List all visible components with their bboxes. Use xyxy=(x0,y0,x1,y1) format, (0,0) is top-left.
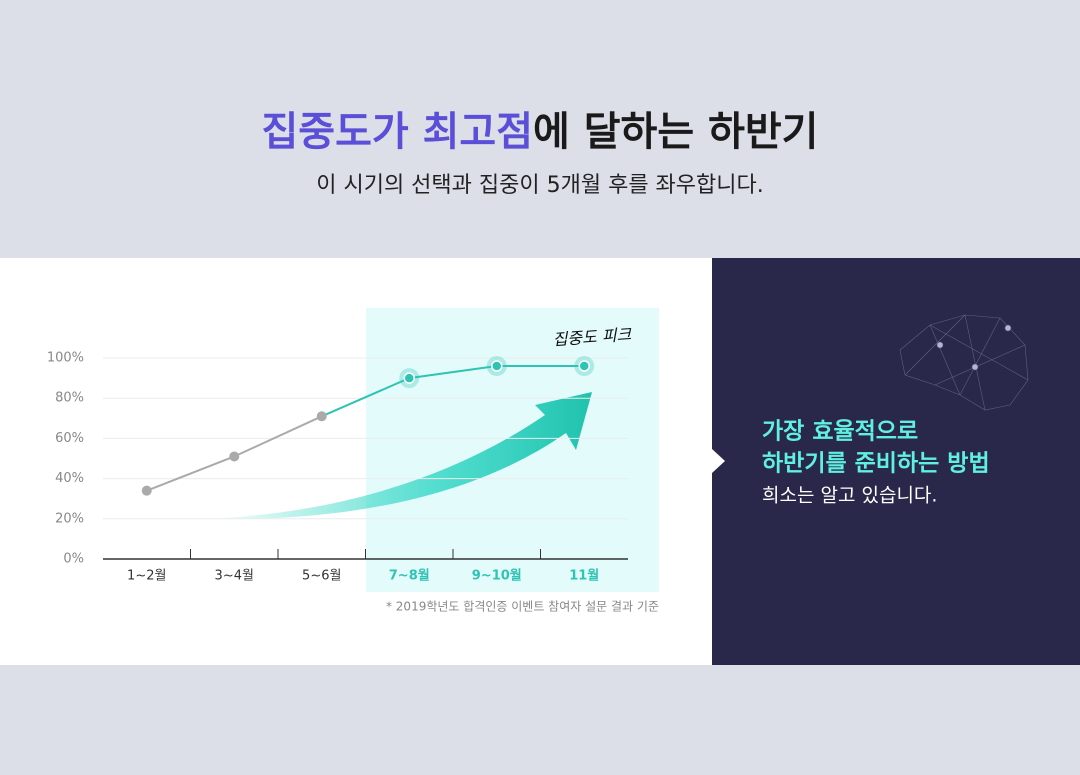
x-tick-label: 3~4월 xyxy=(215,569,254,584)
y-tick-label: 100% xyxy=(47,351,84,366)
y-tick-label: 0% xyxy=(63,552,84,567)
line-peak xyxy=(321,365,585,418)
x-tick-label: 9~10월 xyxy=(472,568,522,584)
point xyxy=(403,372,415,384)
panel-title: 가장 효율적으로 xyxy=(762,419,918,445)
x-tick-label: 5~6월 xyxy=(302,569,341,584)
notch xyxy=(712,449,725,473)
x-tick-label: 11월 xyxy=(569,568,599,584)
x-tick-label: 1~2월 xyxy=(127,569,166,584)
x-tick-label: 7~8월 xyxy=(389,568,430,584)
y-tick-label: 40% xyxy=(55,471,84,486)
y-tick-label: 80% xyxy=(55,391,84,406)
headline: 집중도가 최고점에 달하는 하반기 xyxy=(262,109,819,155)
panel-text: 희소는 알고 있습니다. xyxy=(762,485,937,507)
headline-rest: 에 달하는 하반기 xyxy=(533,109,818,155)
point xyxy=(141,485,152,496)
point xyxy=(316,411,327,422)
subtitle: 이 시기의 선택과 집중이 5개월 후를 좌우합니다. xyxy=(316,173,764,198)
side-panel xyxy=(712,258,1080,665)
point xyxy=(491,360,503,372)
source-note: * 2019학년도 합격인증 이벤트 참여자 설문 결과 기준 xyxy=(386,600,659,614)
trend-arrow xyxy=(200,392,592,520)
headline-highlight: 집중도가 최고점 xyxy=(262,109,534,155)
brain-network xyxy=(899,314,1029,411)
point xyxy=(578,360,590,372)
panel-title: 하반기를 준비하는 방법 xyxy=(762,451,990,477)
y-tick-label: 20% xyxy=(55,511,84,526)
point xyxy=(229,451,240,462)
y-tick-label: 60% xyxy=(55,431,84,446)
